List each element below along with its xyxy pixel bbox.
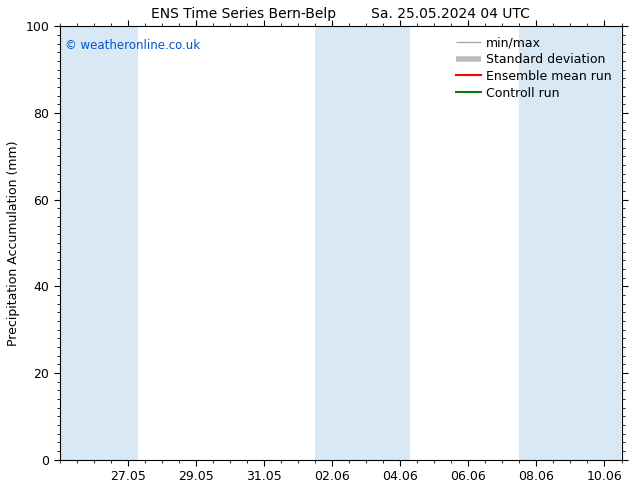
Title: ENS Time Series Bern-Belp        Sa. 25.05.2024 04 UTC: ENS Time Series Bern-Belp Sa. 25.05.2024…	[151, 7, 530, 21]
Bar	[519, 26, 621, 460]
Bar	[60, 26, 138, 460]
Text: © weatheronline.co.uk: © weatheronline.co.uk	[65, 39, 200, 52]
Y-axis label: Precipitation Accumulation (mm): Precipitation Accumulation (mm)	[7, 140, 20, 346]
Legend: min/max, Standard deviation, Ensemble mean run, Controll run: min/max, Standard deviation, Ensemble me…	[452, 32, 615, 103]
Bar	[315, 26, 410, 460]
